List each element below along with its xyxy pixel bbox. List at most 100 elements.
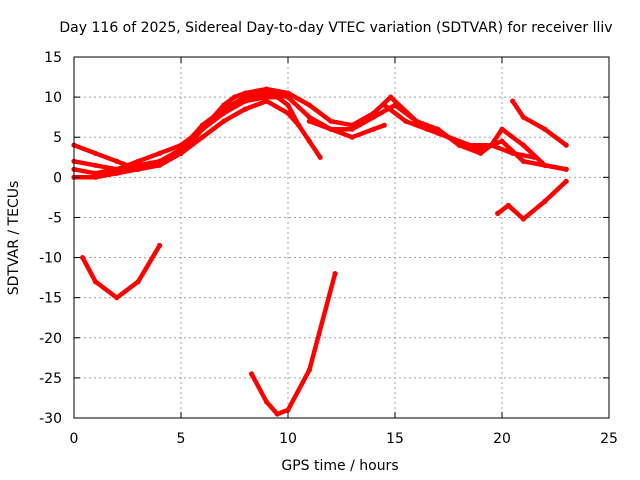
data-point xyxy=(317,154,323,160)
y-tick-label: -15 xyxy=(39,291,62,307)
data-point xyxy=(264,86,270,92)
y-tick-label: 0 xyxy=(53,170,62,186)
data-point xyxy=(520,142,527,148)
x-tick-label: 5 xyxy=(177,431,186,447)
data-point xyxy=(178,150,184,156)
plot-frame xyxy=(73,56,610,419)
data-point xyxy=(488,142,494,148)
y-tick-label: -30 xyxy=(39,411,62,427)
data-point xyxy=(306,138,312,144)
data-point xyxy=(296,122,302,128)
data-point xyxy=(114,166,120,172)
data-point xyxy=(328,126,334,132)
data-point xyxy=(542,162,548,168)
data-point xyxy=(563,166,569,172)
x-tick-labels: 0 5 10 15 20 25 xyxy=(70,431,618,447)
grid-lines xyxy=(74,57,609,418)
y-tick-label: 10 xyxy=(44,90,62,106)
data-point xyxy=(499,126,505,132)
data-point xyxy=(92,174,98,180)
y-axis-label: SDTVAR / TECUs xyxy=(6,181,22,296)
series-track-7 xyxy=(510,98,569,148)
data-point xyxy=(478,150,484,156)
data-point xyxy=(178,142,184,148)
data-point xyxy=(388,94,394,100)
data-point xyxy=(114,158,120,164)
data-point xyxy=(510,98,516,104)
data-point xyxy=(242,94,248,100)
x-tick-label: 15 xyxy=(386,431,404,447)
data-point xyxy=(542,126,548,132)
data-point xyxy=(563,178,569,184)
data-point xyxy=(114,295,120,301)
data-point xyxy=(381,122,387,128)
data-point xyxy=(231,94,238,100)
data-point xyxy=(157,242,163,249)
data-point xyxy=(392,102,398,108)
data-point xyxy=(285,102,291,108)
data-point xyxy=(328,118,334,124)
data-point xyxy=(242,90,248,96)
data-point xyxy=(221,110,227,116)
data-point xyxy=(135,158,141,164)
data-point xyxy=(274,94,280,100)
data-point xyxy=(306,114,312,120)
data-point xyxy=(520,216,527,222)
y-tick-label: -10 xyxy=(39,251,62,267)
data-point xyxy=(264,94,270,100)
data-point xyxy=(349,134,355,140)
y-tick-label: 5 xyxy=(53,130,62,146)
chart-title: Day 116 of 2025, Sidereal Day-to-day VTE… xyxy=(59,20,612,36)
data-point xyxy=(199,126,205,132)
data-point xyxy=(92,162,98,168)
data-point xyxy=(542,198,548,204)
data-point xyxy=(505,202,511,208)
y-tick-label: -25 xyxy=(39,371,62,387)
data-point xyxy=(285,407,291,413)
data-point xyxy=(371,114,377,120)
data-point xyxy=(285,94,291,100)
data-point xyxy=(495,210,501,216)
data-point xyxy=(371,126,377,132)
data-point xyxy=(499,138,505,144)
x-axis-label: GPS time / hours xyxy=(281,458,398,474)
y-tick-label: -20 xyxy=(39,331,62,347)
data-point xyxy=(381,102,387,108)
data-point xyxy=(349,126,355,132)
data-point xyxy=(264,399,270,405)
data-point xyxy=(92,170,98,176)
data-point xyxy=(199,134,205,140)
data-point xyxy=(403,118,409,124)
data-series-group xyxy=(71,86,569,417)
x-tick-label: 25 xyxy=(600,431,618,447)
data-point xyxy=(157,150,163,156)
data-point xyxy=(306,118,312,124)
data-point xyxy=(92,279,98,285)
y-tick-label: -5 xyxy=(48,210,62,226)
data-point xyxy=(332,271,338,277)
data-point xyxy=(135,279,141,285)
data-point xyxy=(135,166,141,172)
data-point xyxy=(157,158,163,164)
data-point xyxy=(520,158,527,164)
data-point xyxy=(467,142,473,148)
series-track-6 xyxy=(382,102,537,160)
data-point xyxy=(264,98,270,104)
data-point xyxy=(510,150,516,156)
data-point xyxy=(285,110,291,116)
x-tick-label: 10 xyxy=(279,431,297,447)
data-point xyxy=(424,126,430,132)
axis-ticks xyxy=(73,56,610,419)
data-point xyxy=(242,98,248,104)
series-track-10 xyxy=(249,271,338,417)
data-point xyxy=(520,114,527,120)
data-point xyxy=(264,90,270,96)
data-point xyxy=(445,134,452,140)
data-point xyxy=(531,154,537,160)
series-track-9 xyxy=(80,243,162,300)
x-tick-label: 20 xyxy=(493,431,511,447)
data-point xyxy=(221,118,227,124)
data-point xyxy=(242,106,248,112)
x-tick-label: 0 xyxy=(70,431,79,447)
data-point xyxy=(306,367,312,373)
